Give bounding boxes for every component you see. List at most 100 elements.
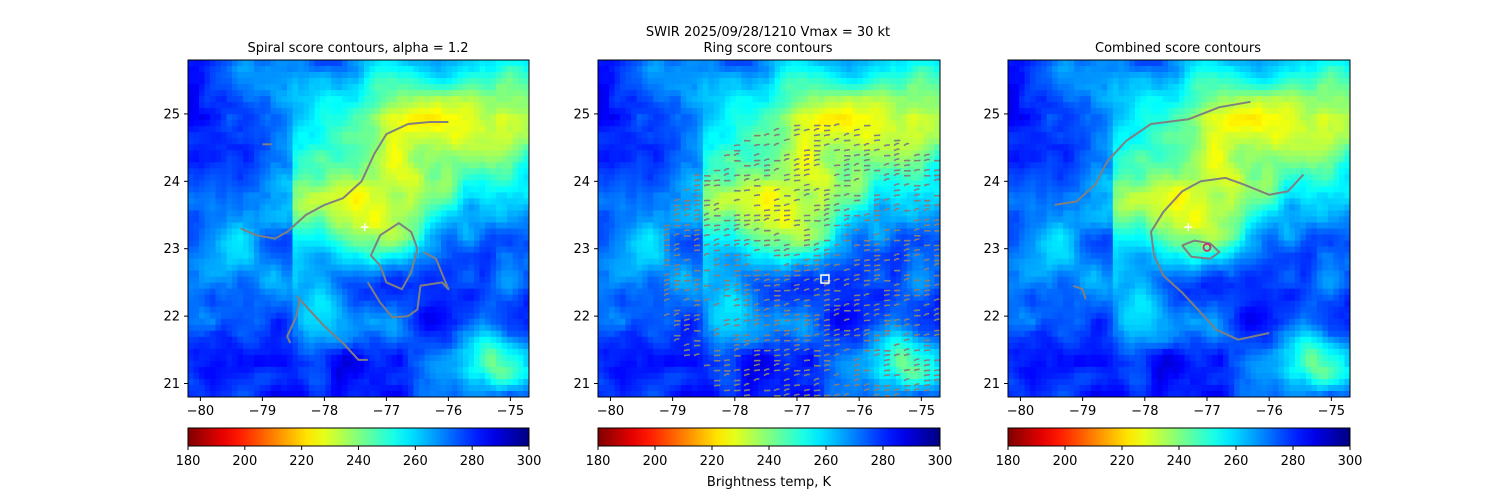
heatmap-cell: [243, 204, 250, 212]
heatmap-cell: [468, 126, 475, 133]
heatmap-cell: [292, 120, 299, 127]
heatmap-cell: [603, 66, 610, 73]
heatmap-cell: [479, 354, 486, 362]
heatmap-cell: [452, 246, 459, 254]
heatmap-cell: [237, 384, 244, 392]
heatmap-cell: [287, 90, 294, 97]
heatmap-cell: [199, 102, 206, 109]
heatmap-cell: [735, 156, 743, 163]
heatmap-cell: [457, 162, 464, 169]
heatmap-cell: [479, 384, 486, 392]
heatmap-cell: [336, 228, 343, 236]
heatmap-cell: [320, 72, 327, 79]
heatmap-cell: [408, 378, 415, 386]
heatmap-cell: [457, 378, 464, 386]
heatmap-cell: [342, 270, 349, 278]
heatmap-cell: [719, 156, 726, 163]
heatmap-cell: [501, 270, 508, 278]
heatmap-cell: [336, 60, 343, 67]
heatmap-cell: [380, 186, 387, 193]
heatmap-cell: [769, 186, 776, 193]
heatmap-cell: [309, 282, 316, 290]
heatmap-cell: [413, 318, 420, 326]
heatmap-cell: [358, 222, 365, 230]
heatmap-cell: [408, 144, 415, 151]
heatmap-cell: [419, 330, 426, 338]
heatmap-cell: [380, 300, 387, 308]
heatmap-cell: [331, 246, 338, 254]
heatmap-cell: [785, 186, 792, 193]
heatmap-cell: [199, 252, 206, 260]
heatmap-cell: [309, 336, 316, 344]
heatmap-cell: [270, 198, 277, 206]
heatmap-cell: [507, 330, 514, 338]
heatmap-cell: [490, 336, 497, 344]
heatmap-cell: [653, 174, 660, 181]
heatmap-cell: [336, 96, 343, 103]
heatmap-cell: [292, 390, 299, 397]
heatmap-cell: [413, 294, 420, 302]
heatmap-cell: [314, 84, 321, 91]
heatmap-cell: [620, 198, 627, 206]
heatmap-cell: [824, 174, 831, 181]
heatmap-cell: [675, 72, 682, 79]
heatmap-cell: [697, 96, 704, 103]
heatmap-cell: [496, 222, 503, 230]
heatmap-cell: [309, 216, 316, 224]
heatmap-cell: [512, 228, 519, 236]
heatmap-cell: [276, 252, 283, 260]
heatmap-cell: [237, 354, 244, 362]
heatmap-cell: [446, 138, 453, 145]
heatmap-cell: [331, 168, 338, 175]
heatmap-cell: [375, 96, 382, 103]
heatmap-cell: [408, 384, 415, 392]
heatmap-cell: [507, 84, 514, 91]
heatmap-cell: [708, 114, 715, 121]
heatmap-cell: [369, 162, 376, 169]
heatmap-cell: [193, 108, 200, 115]
heatmap-cell: [884, 126, 891, 133]
heatmap-cell: [413, 210, 420, 218]
heatmap-cell: [397, 360, 404, 368]
heatmap-cell: [468, 96, 475, 103]
heatmap-cell: [320, 120, 327, 127]
heatmap-cell: [259, 318, 266, 326]
heatmap-cell: [342, 168, 349, 175]
heatmap-cell: [188, 84, 195, 91]
heatmap-cell: [441, 354, 448, 362]
heatmap-cell: [259, 342, 266, 350]
heatmap-cell: [653, 162, 660, 169]
heatmap-cell: [292, 378, 299, 386]
heatmap-cell: [188, 126, 195, 133]
heatmap-cell: [490, 60, 497, 67]
heatmap-cell: [298, 336, 305, 344]
heatmap-cell: [614, 126, 621, 133]
heatmap-cell: [188, 156, 195, 163]
heatmap-cell: [397, 246, 404, 254]
heatmap-cell: [934, 186, 940, 193]
heatmap-cell: [232, 390, 239, 397]
heatmap-cell: [840, 102, 847, 109]
heatmap-cell: [669, 198, 676, 206]
heatmap-cell: [364, 234, 371, 242]
heatmap-cell: [708, 108, 715, 115]
heatmap-cell: [270, 354, 277, 362]
heatmap-cell: [457, 384, 464, 392]
heatmap-cell: [474, 210, 481, 218]
heatmap-cell: [353, 72, 360, 79]
heatmap-cell: [320, 84, 327, 91]
heatmap-cell: [248, 300, 255, 308]
heatmap-cell: [276, 72, 283, 79]
heatmap-cell: [680, 192, 687, 200]
heatmap-cell: [424, 258, 431, 266]
heatmap-cell: [254, 78, 261, 85]
heatmap-cell: [424, 222, 431, 230]
heatmap-cell: [851, 174, 858, 181]
heatmap-cell: [474, 222, 481, 230]
heatmap-cell: [452, 372, 459, 380]
heatmap-cell: [430, 222, 437, 230]
heatmap-cell: [818, 138, 825, 145]
heatmap-cell: [298, 210, 305, 218]
heatmap-cell: [270, 240, 277, 248]
heatmap-cell: [890, 78, 897, 85]
